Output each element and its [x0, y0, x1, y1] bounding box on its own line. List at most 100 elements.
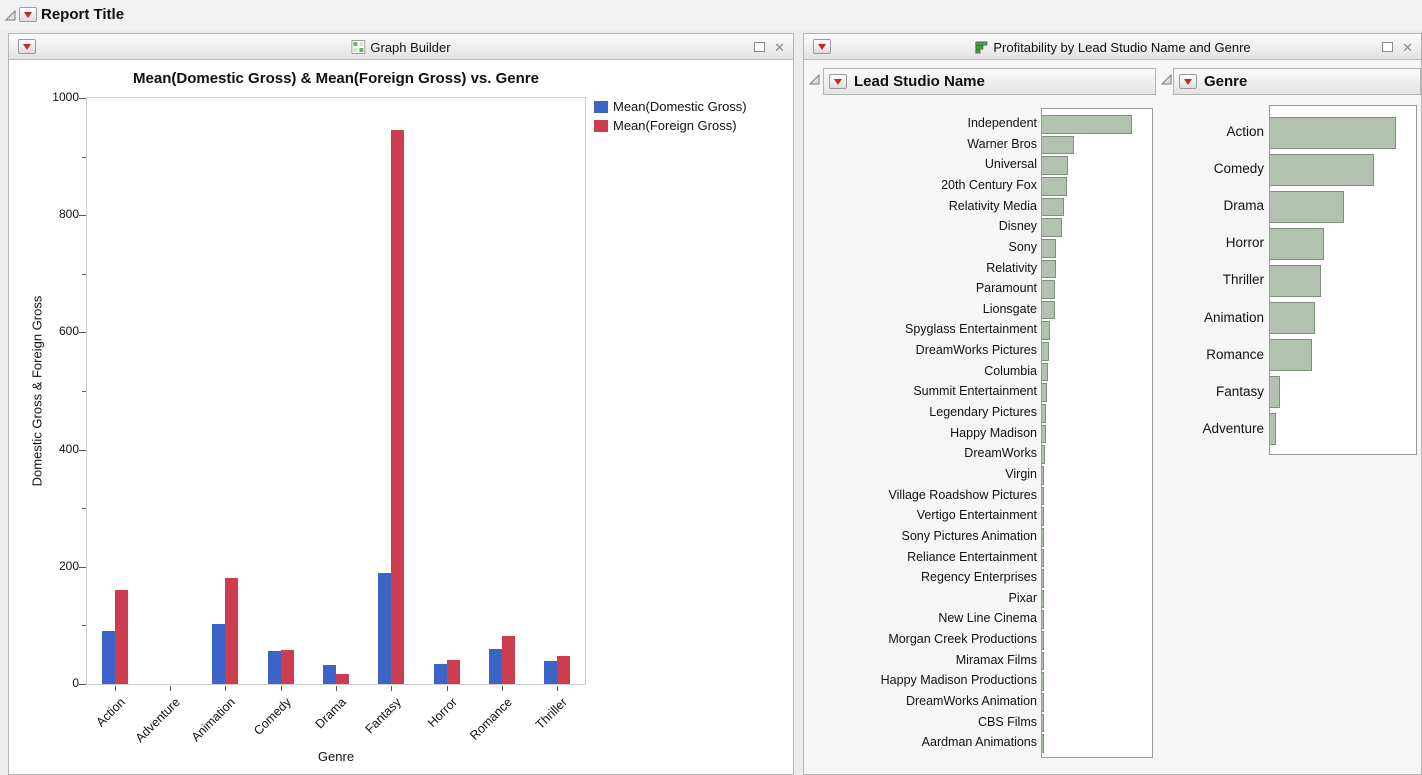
report-red-triangle-menu-button[interactable]: [19, 7, 37, 22]
genre-label-fantasy[interactable]: Fantasy: [1215, 383, 1264, 399]
studio-label-happy-madison[interactable]: Happy Madison: [950, 425, 1037, 440]
studio-bar-morgan-creek-productions[interactable]: [1042, 631, 1044, 650]
studio-label-morgan-creek-productions[interactable]: Morgan Creek Productions: [888, 632, 1037, 647]
close-icon[interactable]: ✕: [774, 39, 785, 55]
vbar-horror-mean-domestic-gross[interactable]: [433, 664, 447, 684]
studio-bar-legendary-pictures[interactable]: [1042, 404, 1047, 423]
studio-bar-village-roadshow-pictures[interactable]: [1042, 486, 1045, 506]
studio-bar-disney[interactable]: [1042, 218, 1062, 237]
vbar-animation-mean-domestic-gross[interactable]: [212, 624, 226, 684]
studio-bar-lionsgate[interactable]: [1042, 300, 1055, 320]
studio-label-dreamworks[interactable]: DreamWorks: [964, 446, 1037, 461]
studio-bar-regency-enterprises[interactable]: [1042, 569, 1044, 588]
studio-label-paramount[interactable]: Paramount: [975, 281, 1037, 296]
vbar-drama-mean-domestic-gross[interactable]: [323, 665, 336, 684]
vbar-thriller-mean-domestic-gross[interactable]: [544, 661, 558, 684]
vbar-romance-mean-domestic-gross[interactable]: [489, 649, 502, 684]
y-axis-title[interactable]: Domestic Gross & Foreign Gross: [29, 295, 45, 487]
vbar-action-mean-domestic-gross[interactable]: [101, 631, 115, 684]
studio-label-relativity[interactable]: Relativity: [986, 260, 1037, 275]
studio-bar-virgin[interactable]: [1042, 465, 1045, 485]
studio-label-sony[interactable]: Sony: [1008, 239, 1038, 254]
studio-bar-sony-pictures-animation[interactable]: [1042, 527, 1045, 547]
report-collapse-triangle-icon[interactable]: [4, 9, 16, 21]
vbar-comedy-mean-foreign-gross[interactable]: [280, 650, 294, 684]
studio-bar-miramax-films[interactable]: [1042, 651, 1044, 671]
studio-bar-relativity[interactable]: [1042, 259, 1056, 279]
close-icon[interactable]: ✕: [1402, 39, 1413, 55]
studio-bar-aardman-animations[interactable]: [1042, 734, 1044, 753]
genre-label-romance[interactable]: Romance: [1206, 346, 1264, 362]
studio-label-columbia[interactable]: Columbia: [984, 363, 1037, 378]
studio-bar-sony[interactable]: [1042, 238, 1057, 258]
studio-label-village-roadshow-pictures[interactable]: Village Roadshow Pictures: [888, 487, 1037, 502]
studio-label-independent[interactable]: Independent: [967, 116, 1037, 130]
vbar-animation-mean-foreign-gross[interactable]: [225, 578, 239, 684]
studio-bar-universal[interactable]: [1042, 156, 1069, 175]
studio-label-new-line-cinema[interactable]: New Line Cinema: [938, 611, 1037, 626]
studio-label-lionsgate[interactable]: Lionsgate: [982, 301, 1037, 316]
genre-red-triangle-menu-button[interactable]: [1179, 74, 1197, 89]
studio-label-legendary-pictures[interactable]: Legendary Pictures: [929, 405, 1037, 420]
studio-bar-20th-century-fox[interactable]: [1042, 176, 1068, 196]
studio-bar-independent[interactable]: [1042, 115, 1133, 134]
genre-bar-horror[interactable]: [1270, 227, 1325, 260]
studio-bar-spyglass-entertainment[interactable]: [1042, 321, 1050, 341]
maximize-icon[interactable]: [1382, 42, 1394, 52]
studio-label-miramax-films[interactable]: Miramax Films: [955, 652, 1037, 667]
genre-label-action[interactable]: Action: [1226, 124, 1264, 139]
studio-bar-happy-madison-productions[interactable]: [1042, 672, 1044, 692]
vbar-fantasy-mean-domestic-gross[interactable]: [378, 573, 392, 684]
genre-plot-area[interactable]: [1269, 105, 1417, 455]
legend-item-mean-foreign-gross[interactable]: Mean(Foreign Gross): [594, 116, 747, 135]
genre-bar-fantasy[interactable]: [1270, 376, 1281, 409]
maximize-icon[interactable]: [754, 42, 766, 52]
studio-bar-happy-madison[interactable]: [1042, 424, 1046, 444]
studio-bar-paramount[interactable]: [1042, 280, 1056, 299]
studio-bar-pixar[interactable]: [1042, 589, 1044, 609]
studio-label-disney[interactable]: Disney: [998, 219, 1037, 234]
studio-bar-vertigo-entertainment[interactable]: [1042, 507, 1045, 526]
genre-label-thriller[interactable]: Thriller: [1222, 272, 1264, 288]
vbar-comedy-mean-domestic-gross[interactable]: [267, 651, 281, 684]
studio-bar-new-line-cinema[interactable]: [1042, 610, 1044, 630]
genre-label-drama[interactable]: Drama: [1223, 198, 1264, 214]
studio-label-warner-bros[interactable]: Warner Bros: [967, 136, 1037, 151]
studio-red-triangle-menu-button[interactable]: [829, 74, 847, 89]
studio-label-pixar[interactable]: Pixar: [1008, 590, 1037, 605]
studio-label-happy-madison-productions[interactable]: Happy Madison Productions: [880, 673, 1037, 688]
studio-label-sony-pictures-animation[interactable]: Sony Pictures Animation: [901, 528, 1038, 543]
studio-bar-relativity-media[interactable]: [1042, 197, 1064, 217]
vbar-horror-mean-foreign-gross[interactable]: [446, 660, 460, 684]
vbar-drama-mean-foreign-gross[interactable]: [336, 674, 349, 684]
studio-panel-header[interactable]: Lead Studio Name: [823, 68, 1156, 95]
studio-bar-reliance-entertainment[interactable]: [1042, 548, 1044, 568]
vbar-fantasy-mean-foreign-gross[interactable]: [391, 130, 405, 684]
studio-label-dreamworks-pictures[interactable]: DreamWorks Pictures: [915, 343, 1037, 358]
studio-label-spyglass-entertainment[interactable]: Spyglass Entertainment: [904, 322, 1037, 337]
vbar-romance-mean-foreign-gross[interactable]: [502, 636, 515, 684]
vbar-action-mean-foreign-gross[interactable]: [114, 590, 128, 684]
vbar-thriller-mean-foreign-gross[interactable]: [557, 656, 571, 684]
studio-bar-dreamworks[interactable]: [1042, 445, 1046, 464]
genre-panel-header[interactable]: Genre: [1173, 68, 1421, 95]
genre-collapse-triangle-icon[interactable]: [1160, 73, 1172, 85]
studio-label-virgin[interactable]: Virgin: [1005, 466, 1037, 481]
studio-bar-columbia[interactable]: [1042, 362, 1048, 382]
studio-bar-summit-entertainment[interactable]: [1042, 383, 1047, 403]
genre-bar-action[interactable]: [1270, 116, 1396, 149]
x-axis-title[interactable]: Genre: [317, 749, 355, 764]
studio-label-relativity-media[interactable]: Relativity Media: [948, 198, 1037, 213]
genre-label-animation[interactable]: Animation: [1203, 309, 1264, 325]
studio-label-reliance-entertainment[interactable]: Reliance Entertainment: [907, 549, 1037, 564]
profitability-red-triangle-menu-button[interactable]: [813, 39, 831, 54]
studio-plot-area[interactable]: [1041, 108, 1153, 758]
gb-plot-area[interactable]: [86, 97, 586, 685]
legend-item-mean-domestic-gross[interactable]: Mean(Domestic Gross): [594, 97, 747, 116]
studio-label-summit-entertainment[interactable]: Summit Entertainment: [913, 384, 1037, 399]
genre-label-comedy[interactable]: Comedy: [1213, 161, 1264, 177]
genre-bar-comedy[interactable]: [1270, 153, 1374, 186]
studio-bar-dreamworks-pictures[interactable]: [1042, 342, 1049, 361]
studio-bar-dreamworks-animation[interactable]: [1042, 693, 1044, 712]
graph-builder-titlebar[interactable]: Graph Builder ✕: [9, 34, 793, 60]
